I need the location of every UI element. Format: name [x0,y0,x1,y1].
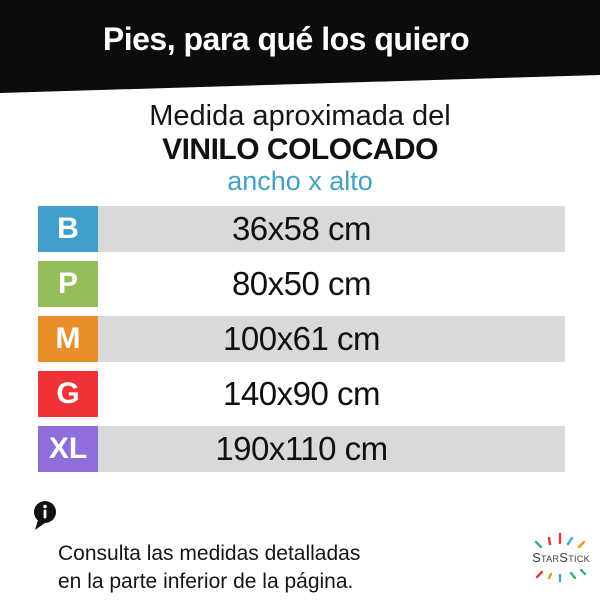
size-badge: G [38,371,98,417]
footnote-text: Consulta las medidas detalladas en la pa… [58,540,398,596]
starstick-logo: StarStick [522,531,600,589]
size-value: 80x50 cm [231,265,372,302]
confetti-icon [534,532,587,583]
table-row: P 80x50 cm [38,261,565,307]
size-value: 190x110 cm [215,430,388,467]
size-badge: B [38,206,98,252]
subtitle-block: Medida aproximada del VINILO COLOCADO an… [0,100,600,197]
info-speech-bubble-icon [34,501,56,530]
page-title: Pies, para qué los quiero [102,21,470,57]
size-value: 140x90 cm [223,375,380,412]
size-table: B 36x58 cm P 80x50 cm M 100x61 cm G 140x… [38,206,565,481]
table-row: M 100x61 cm [38,316,565,362]
footnote-line: en la parte inferior de la página. [58,570,354,593]
table-row: B 36x58 cm [38,206,565,252]
header-banner: Pies, para qué los quiero [0,0,600,93]
size-value: 100x61 cm [223,320,380,357]
dimension-hint: ancho x alto [227,166,373,196]
size-value: 36x58 cm [231,210,372,247]
size-badge: P [38,261,98,307]
logo-text: StarStick [532,550,590,565]
subtitle-emphasis: VINILO COLOCADO [162,133,438,166]
footnote-line: Consulta las medidas detalladas [58,542,361,565]
table-row: G 140x90 cm [38,371,565,417]
size-badge: M [38,316,98,362]
table-row: XL 190x110 cm [38,426,565,472]
subtitle-line: Medida aproximada del [149,100,451,132]
size-badge: XL [38,426,98,472]
